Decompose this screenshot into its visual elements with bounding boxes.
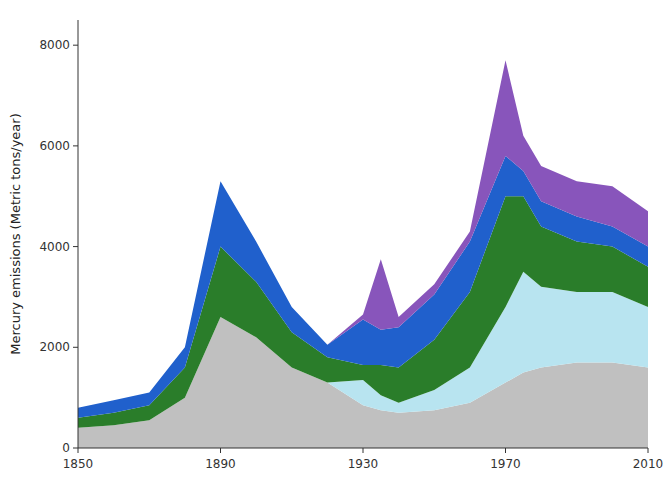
x-tick — [648, 448, 649, 453]
y-tick — [73, 347, 78, 348]
y-tick-label: 2000 — [39, 340, 70, 354]
y-tick — [73, 145, 78, 146]
x-tick-label: 1970 — [490, 457, 521, 471]
y-tick — [73, 246, 78, 247]
areas — [78, 60, 648, 448]
chart: 0 2000 4000 6000 8000 1850 1890 1930 1970 2010 Mer… — [0, 0, 672, 488]
y-axis-line — [78, 20, 79, 448]
x-tick-label: 1850 — [63, 457, 94, 471]
x-tick-label: 1890 — [205, 457, 236, 471]
y-tick — [73, 45, 78, 46]
y-tick-label: 4000 — [39, 240, 70, 254]
y-tick-label: 8000 — [39, 38, 70, 52]
x-tick — [220, 448, 221, 453]
y-axis-label: Mercury emissions (Metric tons/year) — [8, 113, 23, 355]
x-tick — [505, 448, 506, 453]
y-tick-label: 0 — [62, 441, 70, 455]
axes: 0 2000 4000 6000 8000 1850 1890 1930 1970 2010 — [39, 20, 663, 471]
area-layer — [78, 60, 648, 407]
x-tick — [78, 448, 79, 453]
x-tick-label: 1930 — [348, 457, 379, 471]
y-tick-label: 6000 — [39, 139, 70, 153]
x-tick — [363, 448, 364, 453]
x-tick-label: 2010 — [633, 457, 664, 471]
y-tick — [73, 448, 78, 449]
chart-container: 0 2000 4000 6000 8000 1850 1890 1930 1970 2010 Mer… — [0, 0, 672, 488]
